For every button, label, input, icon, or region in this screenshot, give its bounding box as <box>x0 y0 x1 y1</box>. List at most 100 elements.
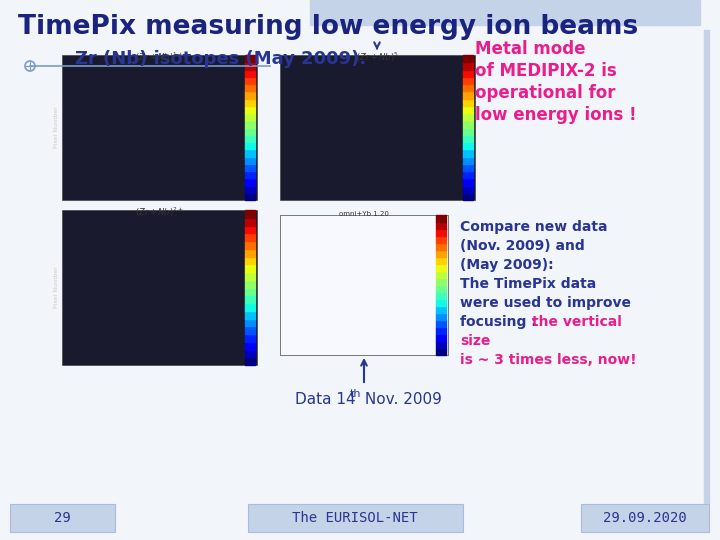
Bar <box>245 264 255 272</box>
Bar <box>245 218 255 226</box>
Text: th: th <box>350 389 361 399</box>
Bar <box>245 349 255 357</box>
Bar <box>463 149 473 157</box>
Bar <box>245 127 255 135</box>
Text: TimePix measuring low energy ion beams: TimePix measuring low energy ion beams <box>18 14 638 40</box>
Text: size: size <box>460 334 490 348</box>
Bar <box>436 320 446 327</box>
Text: the vertical: the vertical <box>532 315 622 329</box>
Bar <box>245 113 255 120</box>
Bar <box>436 222 446 229</box>
Text: Metal mode: Metal mode <box>475 40 585 58</box>
Bar <box>245 326 255 334</box>
Text: Data 14: Data 14 <box>295 392 356 407</box>
Bar <box>463 178 473 186</box>
Bar <box>436 292 446 299</box>
Bar <box>245 249 255 256</box>
Bar <box>436 299 446 306</box>
Bar <box>436 257 446 264</box>
Bar <box>463 186 473 193</box>
Bar <box>245 98 255 106</box>
Bar <box>245 342 255 349</box>
Bar <box>436 285 446 292</box>
Text: $(Zr + Nb)^{2+}$: $(Zr + Nb)^{2+}$ <box>135 206 184 219</box>
Bar <box>463 84 473 91</box>
Bar <box>463 120 473 127</box>
Bar <box>463 135 473 142</box>
Text: Nov. 2009: Nov. 2009 <box>360 392 442 407</box>
Text: is ~ 3 times less, now!: is ~ 3 times less, now! <box>460 353 636 367</box>
Bar <box>463 91 473 98</box>
Bar <box>436 264 446 271</box>
Bar <box>436 236 446 243</box>
Bar <box>245 303 255 310</box>
Bar <box>436 278 446 285</box>
Bar <box>463 142 473 149</box>
Text: 29: 29 <box>53 511 71 525</box>
Text: (May 2009):: (May 2009): <box>460 258 554 272</box>
Text: The TimePix data: The TimePix data <box>460 277 596 291</box>
Text: operational for: operational for <box>475 84 616 102</box>
Bar <box>245 272 255 280</box>
Bar <box>436 327 446 334</box>
Text: omni+Yb 1.20: omni+Yb 1.20 <box>339 211 389 217</box>
Bar <box>245 142 255 149</box>
Bar <box>248 504 463 532</box>
Bar <box>245 55 255 62</box>
Bar <box>463 127 473 135</box>
Bar <box>436 306 446 313</box>
Bar <box>463 157 473 164</box>
Bar <box>245 135 255 142</box>
Bar <box>245 357 255 365</box>
Bar <box>245 256 255 264</box>
Bar <box>280 215 448 355</box>
Bar <box>245 295 255 303</box>
Bar <box>463 55 473 62</box>
Bar <box>62 210 257 365</box>
Bar <box>436 250 446 257</box>
Text: (Nov. 2009) and: (Nov. 2009) and <box>460 239 585 253</box>
Bar <box>245 178 255 186</box>
Bar <box>245 319 255 326</box>
Bar <box>463 106 473 113</box>
Bar <box>463 193 473 200</box>
Bar <box>436 243 446 250</box>
Text: $(Zr + Nb)^{5}$: $(Zr + Nb)^{5}$ <box>356 51 398 64</box>
Bar <box>62 55 257 200</box>
Text: low energy ions !: low energy ions ! <box>475 106 636 124</box>
Bar <box>436 341 446 348</box>
Text: of MEDIPIX-2 is: of MEDIPIX-2 is <box>475 62 617 80</box>
Text: Zr (Nb) isotopes (May 2009).: Zr (Nb) isotopes (May 2009). <box>75 50 366 68</box>
Bar <box>436 229 446 236</box>
Bar <box>245 193 255 200</box>
Text: Pixel Number: Pixel Number <box>55 106 60 148</box>
Text: were used to improve: were used to improve <box>460 296 631 310</box>
Text: Pixel Number: Pixel Number <box>55 267 60 308</box>
Bar <box>463 70 473 77</box>
Bar <box>245 241 255 249</box>
Bar <box>436 271 446 278</box>
Bar <box>463 171 473 178</box>
Bar <box>245 310 255 319</box>
Bar <box>245 210 255 218</box>
Bar <box>245 157 255 164</box>
Bar <box>436 215 446 222</box>
Bar <box>245 186 255 193</box>
Text: The EURISOL-NET: The EURISOL-NET <box>292 511 418 525</box>
Text: Compare new data: Compare new data <box>460 220 608 234</box>
Text: $(Zr + Nb)^{1+}$: $(Zr + Nb)^{1+}$ <box>135 51 184 64</box>
Bar <box>245 164 255 171</box>
Text: focusing :: focusing : <box>460 315 541 329</box>
Bar <box>463 98 473 106</box>
Bar <box>245 70 255 77</box>
Bar <box>436 334 446 341</box>
Bar <box>463 164 473 171</box>
Bar <box>245 334 255 342</box>
Bar <box>245 120 255 127</box>
Bar <box>245 233 255 241</box>
Bar <box>463 77 473 84</box>
Bar <box>436 348 446 355</box>
Bar <box>245 62 255 70</box>
Bar <box>245 149 255 157</box>
Bar <box>436 313 446 320</box>
